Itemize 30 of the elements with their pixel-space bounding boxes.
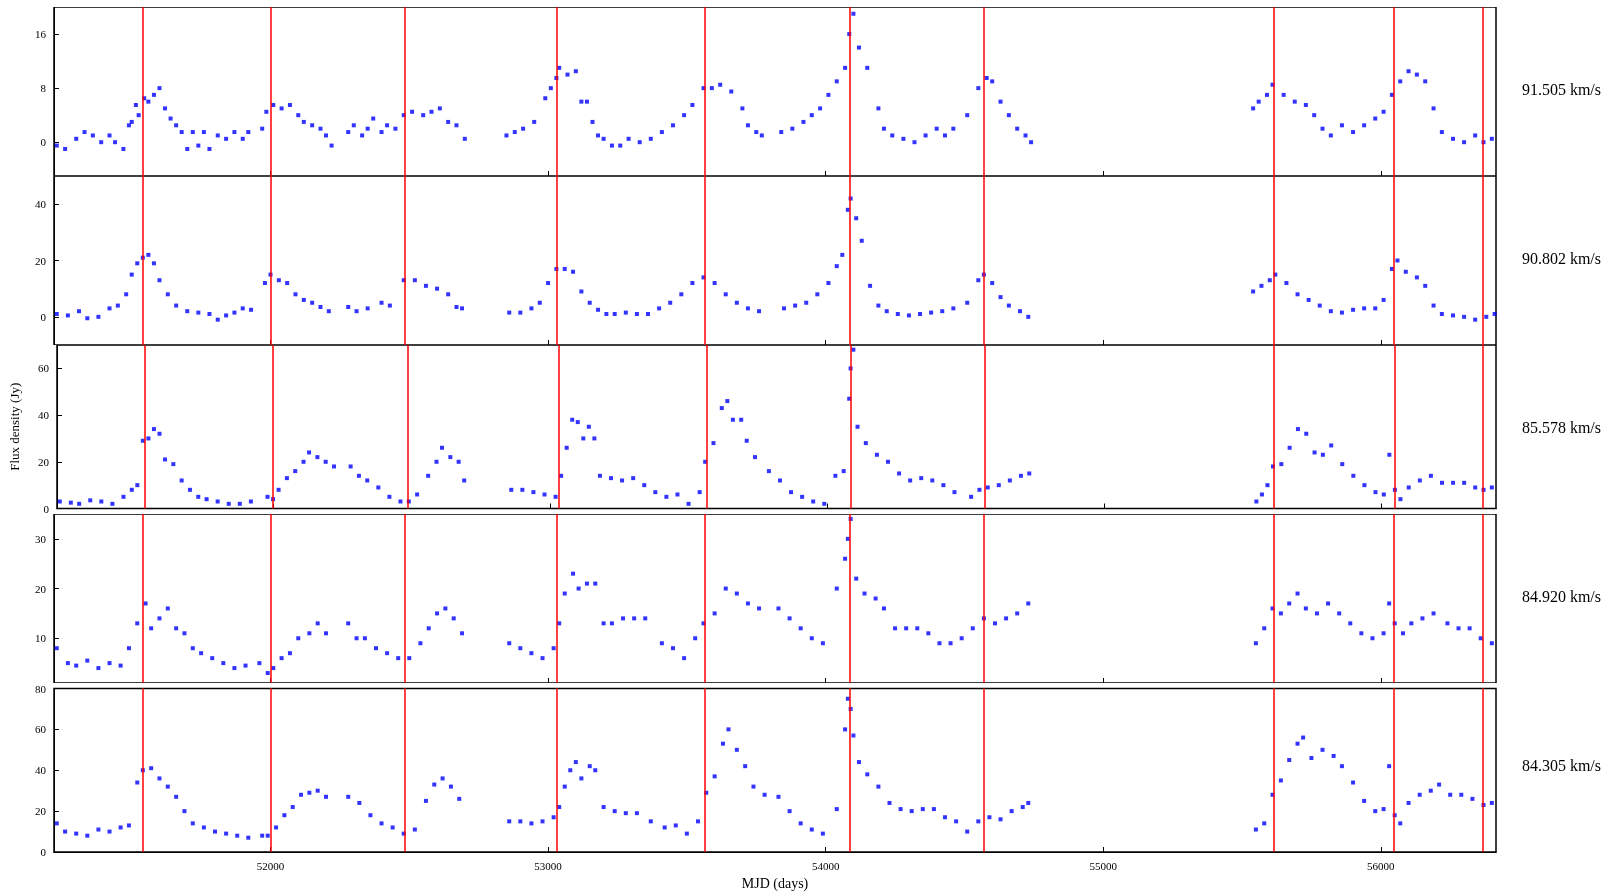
y-tick-label: 40 [35, 198, 47, 211]
y-tick-label: 20 [35, 582, 47, 595]
y-tick-label: 0 [40, 846, 47, 858]
y-tick-label: 0 [40, 310, 47, 323]
y-tick-label: 30 [35, 532, 47, 545]
y-axis-title: Flux density (Jy) [7, 382, 22, 471]
y-tick-label: 60 [38, 362, 50, 375]
y-tick-label: 60 [35, 723, 47, 736]
text: 91.505 km/s [1521, 81, 1602, 98]
y-tick-label: 16 [35, 28, 47, 41]
y-tick-label: 0 [40, 136, 47, 149]
y-tick-label: 20 [35, 254, 47, 267]
y-tick-label: 0 [43, 502, 50, 515]
x-axis-title: MJD (days) [741, 875, 809, 891]
y-tick-label: 40 [38, 409, 50, 422]
text: 84.305 km/s [1521, 757, 1602, 774]
y-tick-label: 20 [35, 805, 47, 818]
y-tick-label: 10 [35, 632, 47, 645]
y-tick-label: 40 [35, 764, 47, 777]
x-tick-label: 52000 [256, 859, 285, 872]
y-tick-label: 8 [40, 82, 47, 95]
x-tick-label: 53000 [534, 859, 563, 872]
y-tick-label: 80 [35, 682, 47, 695]
text: 84.920 km/s [1521, 588, 1602, 605]
x-tick-label: 54000 [811, 859, 840, 872]
text: 85.578 km/s [1521, 419, 1602, 436]
x-tick-label: 56000 [1367, 859, 1396, 872]
text: 90.802 km/s [1521, 250, 1602, 267]
x-tick-label: 55000 [1089, 859, 1118, 872]
y-tick-label: 20 [38, 455, 50, 468]
